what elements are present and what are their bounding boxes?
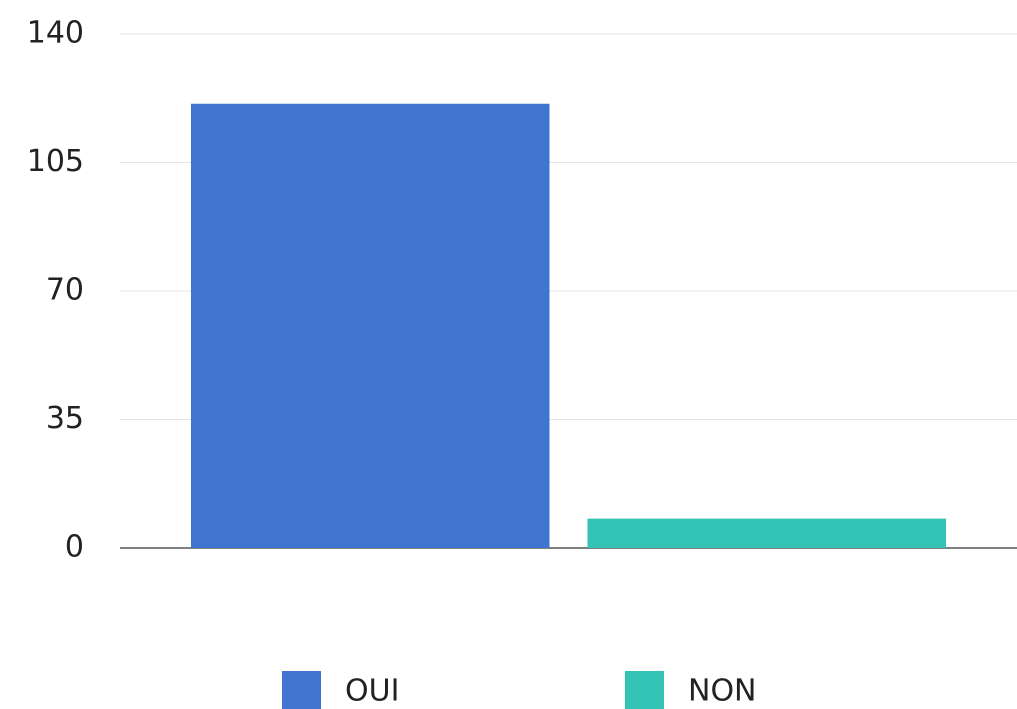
legend-swatch: [282, 671, 321, 709]
legend-swatch: [625, 671, 664, 709]
y-tick-label: 35: [46, 401, 84, 436]
y-tick-label: 140: [27, 16, 84, 51]
bar: [587, 518, 946, 548]
y-tick-label: 70: [46, 273, 84, 308]
legend-label: OUI: [345, 674, 399, 709]
legend-label: NON: [688, 674, 757, 709]
bar: [191, 103, 550, 548]
y-tick-label: 105: [27, 144, 84, 179]
y-tick-label: 0: [65, 530, 84, 565]
